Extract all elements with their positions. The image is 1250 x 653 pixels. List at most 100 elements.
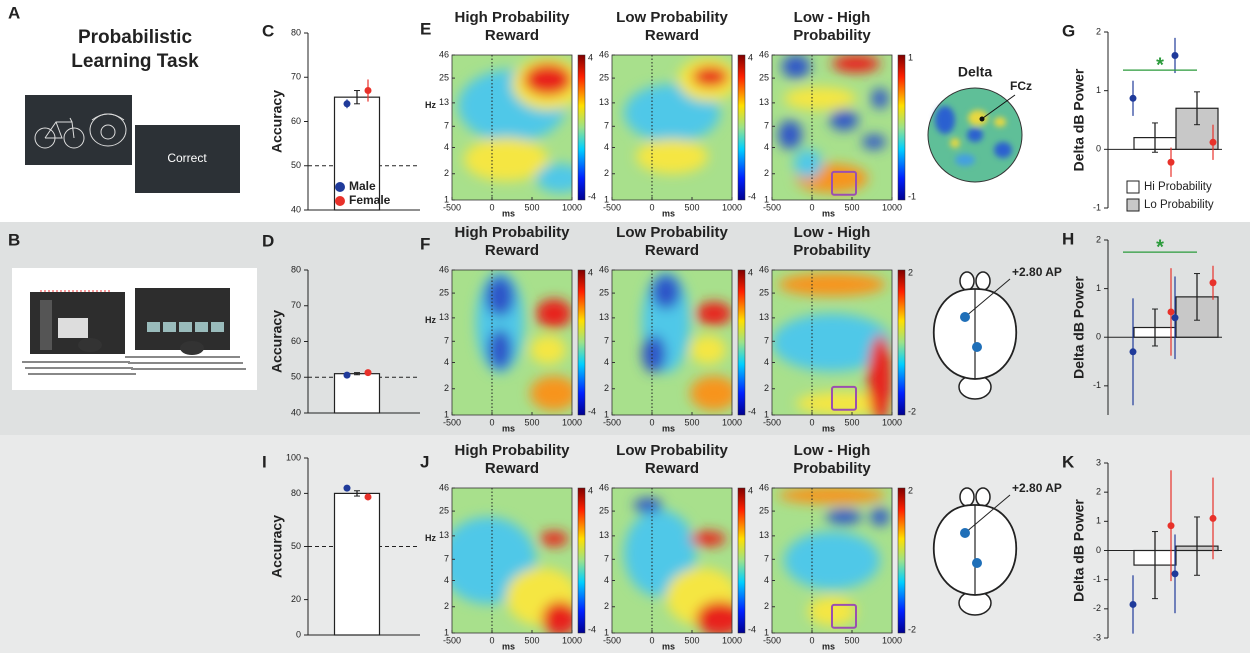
y-axis-label: Hz [425, 100, 436, 110]
y-axis-label: Accuracy [269, 515, 285, 578]
time-frequency-map [612, 270, 732, 415]
map-blob [651, 274, 681, 310]
y-tick-label: 2 [604, 383, 609, 393]
colorbar [897, 54, 906, 201]
colorbar [897, 487, 906, 634]
y-tick-label: -1 [1093, 574, 1101, 584]
colorbar-max: 1 [908, 52, 913, 62]
recording-site [972, 558, 982, 568]
y-tick-label: 25 [759, 287, 769, 297]
time-frequency-map [452, 55, 572, 200]
x-tick-label: 0 [649, 202, 654, 212]
map-frame [611, 487, 733, 634]
x-tick-label: 0 [809, 417, 814, 427]
x-tick-label: 1000 [722, 417, 742, 427]
y-tick-label: 25 [599, 287, 609, 297]
group-point [1167, 158, 1175, 166]
panel-label: J [420, 452, 429, 471]
task-title: Learning Task [71, 51, 199, 72]
y-tick-label: 40 [291, 204, 301, 214]
y-axis-label: Delta dB Power [1071, 499, 1087, 602]
colorbar [577, 269, 586, 416]
site-label: +2.80 AP [1012, 265, 1062, 279]
colorbar-min: -4 [748, 406, 756, 416]
legend-label: Hi Probability [1144, 181, 1212, 193]
map-blob [536, 299, 572, 328]
stimulus-screen [25, 95, 132, 165]
colorbar-max: 2 [908, 485, 913, 495]
panel-label: B [8, 230, 20, 249]
map-title: Reward [485, 27, 539, 44]
y-tick-label: 46 [439, 49, 449, 59]
y-tick-label: 80 [291, 27, 301, 37]
x-tick-label: 1000 [722, 635, 742, 645]
group-point [1209, 279, 1217, 287]
y-tick-label: 46 [759, 264, 769, 274]
colorbar-min: -4 [748, 191, 756, 201]
map-blob [464, 137, 548, 182]
group-point [1167, 308, 1175, 316]
panel-label: E [420, 19, 431, 38]
map-blob [624, 509, 696, 597]
x-tick-label: 500 [524, 202, 539, 212]
x-tick-label: 0 [649, 635, 654, 645]
legend-marker [335, 182, 345, 192]
map-blob [536, 163, 572, 193]
map-blob [832, 55, 880, 73]
y-tick-label: 0 [1096, 332, 1101, 342]
bulb [975, 487, 991, 507]
y-tick-label: 1 [444, 194, 449, 204]
y-tick-label: 2 [764, 601, 769, 611]
operant-chamber [12, 268, 257, 390]
map-blob [690, 335, 726, 365]
y-tick-label: 13 [759, 312, 769, 322]
recording-site [960, 528, 970, 538]
y-tick-label: 46 [759, 49, 769, 59]
group-point [343, 484, 351, 492]
y-tick-label: 2 [604, 168, 609, 178]
y-axis-label: Accuracy [269, 90, 285, 153]
y-tick-label: -2 [1093, 603, 1101, 613]
y-tick-label: 4 [444, 575, 449, 585]
time-frequency-map [612, 55, 732, 200]
colorbar-min: -2 [908, 406, 916, 416]
map-blob [692, 66, 729, 87]
y-tick-label: 4 [604, 575, 609, 585]
colorbar-min: -4 [588, 191, 596, 201]
y-tick-label: 1 [604, 627, 609, 637]
colorbar-max: 4 [588, 485, 593, 495]
map-frame [451, 269, 573, 416]
colorbar-min: -4 [588, 406, 596, 416]
y-tick-label: -3 [1093, 632, 1101, 642]
map-blob [871, 88, 889, 109]
colorbar-max: 4 [588, 267, 593, 277]
map-blob [793, 149, 823, 179]
map-title: Probability [793, 242, 871, 259]
y-tick-label: 80 [291, 264, 301, 274]
map-frame [611, 54, 733, 201]
electrode-label: FCz [1010, 79, 1032, 93]
colorbar [577, 54, 586, 201]
map-blobs [624, 57, 732, 174]
colorbar-max: 4 [588, 52, 593, 62]
map-blob [778, 120, 802, 150]
y-tick-label: 46 [599, 482, 609, 492]
map-blob [778, 488, 886, 504]
colorbar-max: 4 [748, 267, 753, 277]
group-point [343, 100, 351, 108]
y-tick-label: 2 [444, 383, 449, 393]
map-frame [451, 54, 573, 201]
map-title: Low Probability [616, 224, 728, 241]
y-tick-label: 13 [759, 97, 769, 107]
x-tick-label: -500 [443, 635, 461, 645]
y-tick-label: 7 [764, 554, 769, 564]
map-blob [539, 531, 569, 546]
x-tick-label: 500 [684, 202, 699, 212]
x-tick-label: 500 [844, 417, 859, 427]
x-tick-label: -500 [603, 417, 621, 427]
y-tick-label: 25 [439, 287, 449, 297]
map-blob [690, 375, 732, 411]
task-title: Probabilistic [78, 27, 192, 48]
